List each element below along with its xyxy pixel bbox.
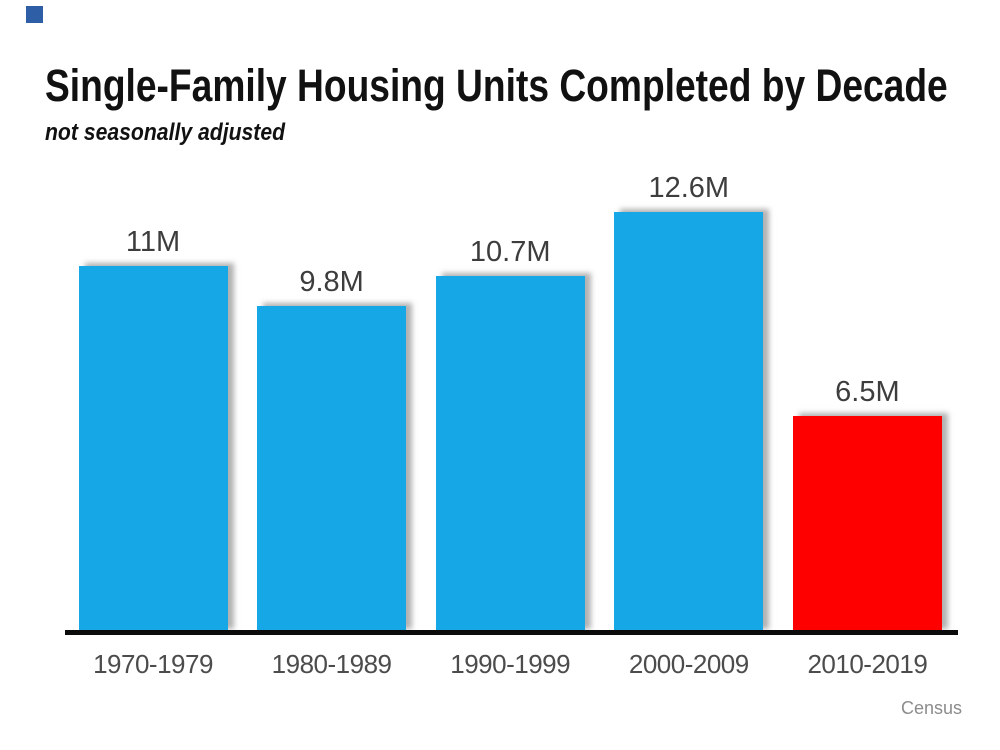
bar-1980-1989 [257,305,407,632]
bar-2010-2019 [792,415,942,632]
corner-square-mark [26,6,43,23]
bar-value-label-2000-2009: 12.6M [648,172,730,205]
bar-2000-2009 [614,212,764,632]
chart-title: Single-Family Housing Units Completed by… [45,60,948,111]
x-axis-label-1990-1999: 1990-1999 [450,649,571,679]
bar-value-label-1980-1989: 9.8M [299,265,364,298]
chart-subtitle: not seasonally adjusted [45,119,286,146]
bar-1990-1999 [435,275,585,632]
x-axis-line [65,630,958,635]
bar-value-label-2010-2019: 6.5M [835,375,900,408]
source-attribution: Census [900,698,962,718]
x-axis-label-1970-1979: 1970-1979 [93,649,213,679]
x-axis-label-2010-2019: 2010-2019 [807,649,928,679]
x-axis-label-1980-1989: 1980-1989 [271,649,392,679]
bar-value-label-1970-1979: 11M [125,225,181,258]
x-axis-label-2000-2009: 2000-2009 [628,649,749,679]
bar-value-label-1990-1999: 10.7M [469,235,551,268]
bar-1970-1979 [78,265,228,632]
